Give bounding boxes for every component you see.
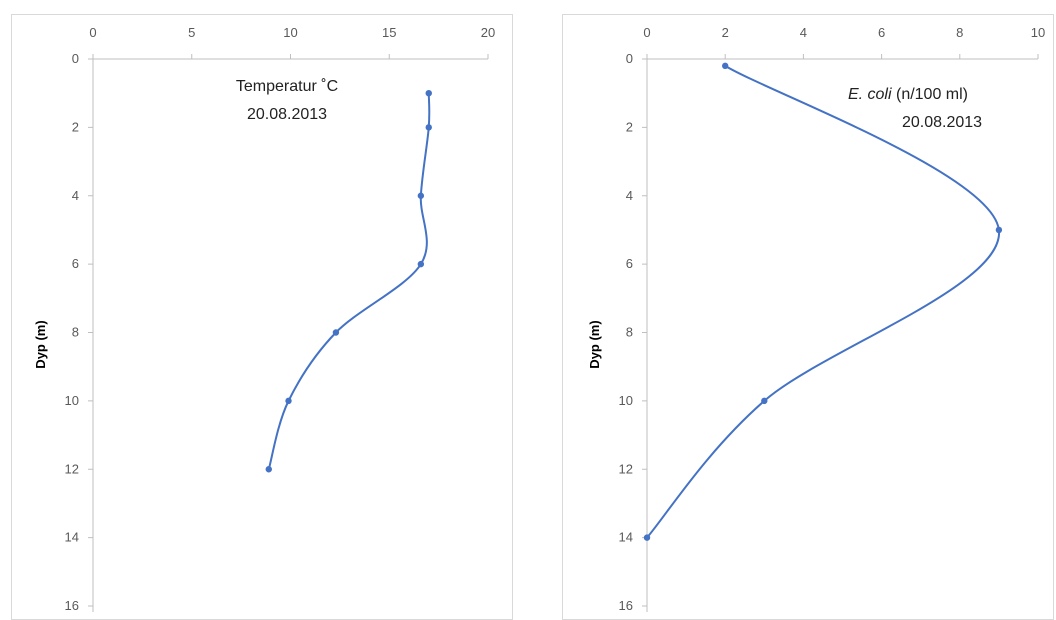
ecoli-x-tick-label: 4 [800, 25, 807, 40]
ecoli-y-tick-label: 14 [619, 530, 633, 545]
ecoli-chart-panel: 0 2 4 6 8 10 0 2 4 6 8 10 12 14 16 Dyp (m) E. coli (n/10… [562, 14, 1054, 620]
ecoli-y-tick-label: 4 [626, 188, 633, 203]
temp-data-point [417, 260, 425, 268]
temp-x-tick-label: 10 [283, 25, 297, 40]
ecoli-y-tick-label: 16 [619, 598, 633, 613]
ecoli-y-tick-label: 12 [619, 461, 633, 476]
ecoli-x-tick-label: 2 [722, 25, 729, 40]
temp-x-tick-label: 0 [89, 25, 96, 40]
ecoli-chart: 0 2 4 6 8 10 0 2 4 6 8 10 12 14 16 Dyp (m) E. coli (n/10… [587, 25, 1045, 613]
ecoli-series-line [646, 64, 1000, 539]
ecoli-chart-title: E. coli (n/100 ml) [848, 86, 968, 103]
temp-y-tick-label: 14 [65, 530, 79, 545]
temp-data-point [417, 192, 425, 199]
ecoli-x-tick-label: 10 [1031, 25, 1045, 40]
temp-y-tick-label: 10 [65, 393, 79, 408]
temp-y-tick-label: 12 [65, 461, 79, 476]
temp-data-point [425, 124, 432, 131]
temp-y-tick-label: 2 [72, 119, 79, 134]
temperature-chart: 0 5 10 15 20 0 2 4 6 8 10 12 14 16 Dyp (m) Temperatur ˚… [33, 25, 495, 613]
temp-data-point [285, 397, 292, 405]
temp-x-tick-label: 15 [382, 25, 396, 40]
temp-y-tick-label: 6 [72, 256, 79, 271]
ecoli-data-point [761, 397, 768, 405]
temp-data-point [332, 329, 340, 336]
temp-chart-title: Temperatur ˚C [236, 78, 338, 95]
ecoli-y-tick-label: 2 [626, 119, 633, 134]
temp-data-point [425, 89, 432, 97]
ecoli-chart-subtitle: 20.08.2013 [902, 114, 982, 131]
ecoli-y-axis-title: Dyp (m) [587, 320, 602, 368]
temp-x-tick-label: 20 [481, 25, 495, 40]
ecoli-x-tick-label: 6 [878, 25, 885, 40]
temp-data-point [265, 466, 272, 473]
temp-y-tick-label: 8 [72, 325, 79, 340]
temp-y-axis-title: Dyp (m) [33, 320, 48, 368]
ecoli-x-tick-label: 8 [956, 25, 963, 40]
temp-y-tick-label: 16 [65, 598, 79, 613]
ecoli-data-point [722, 62, 729, 70]
ecoli-y-tick-label: 8 [626, 325, 633, 340]
ecoli-x-tick-label: 0 [643, 25, 650, 40]
ecoli-data-point [995, 226, 1003, 234]
ecoli-data-point [643, 534, 651, 541]
ecoli-y-tick-label: 10 [619, 393, 633, 408]
temp-chart-subtitle: 20.08.2013 [247, 106, 327, 123]
temp-x-tick-label: 5 [188, 25, 195, 40]
ecoli-y-tick-label: 0 [626, 51, 633, 66]
ecoli-y-tick-label: 6 [626, 256, 633, 271]
temperature-chart-panel: 0 5 10 15 20 0 2 4 6 8 10 12 14 16 Dyp (m) Temperatur ˚… [11, 14, 513, 620]
temp-y-tick-label: 0 [72, 51, 79, 66]
temp-y-tick-label: 4 [72, 188, 79, 203]
temp-series-line [267, 93, 431, 470]
